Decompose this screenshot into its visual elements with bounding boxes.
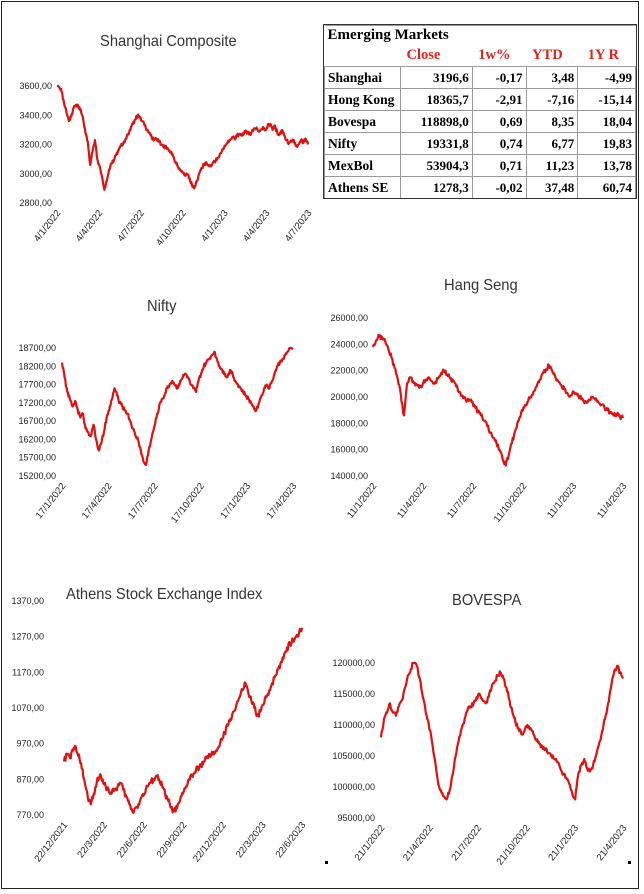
row-1yr: 18,04 <box>577 110 636 133</box>
y-tick-label: 15700,00 <box>18 453 56 463</box>
table-title: Emerging Markets <box>324 25 636 45</box>
y-tick-label: 15200,00 <box>18 471 56 481</box>
table-row: Bovespa 118898,0 0,69 8,35 18,04 <box>324 110 636 133</box>
y-tick-label: 1370,00 <box>11 596 44 606</box>
row-name: MexBol <box>324 154 401 177</box>
y-tick-label: 1070,00 <box>11 703 44 713</box>
chart-shanghai: 3600,003400,003200,003000,002800,004/1/2… <box>19 81 314 248</box>
corner-dot <box>325 861 328 864</box>
y-tick-label: 18700,00 <box>18 343 56 353</box>
chart-title-hangseng: Hang Seng <box>444 277 518 294</box>
y-tick-label: 18200,00 <box>18 361 56 371</box>
y-tick-label: 970,00 <box>16 739 44 749</box>
y-tick-label: 120000,00 <box>332 658 375 668</box>
y-tick-label: 95000,00 <box>337 813 375 823</box>
y-tick-label: 3600,00 <box>19 81 52 91</box>
chart-athens: 1370,00 1270,00 1170,00 1070,00 970,00 870,00… <box>11 596 308 864</box>
x-tick-label: 21/7/2022 <box>449 823 484 863</box>
y-tick-label: 22000,00 <box>330 366 368 376</box>
table-header-blank <box>324 45 401 67</box>
y-tick-label: 16200,00 <box>18 434 56 444</box>
row-name: Nifty <box>324 132 401 155</box>
chart-title-nifty: Nifty <box>147 298 177 315</box>
x-tick-label: 21/4/2023 <box>595 823 630 863</box>
table-header-1w: 1w% <box>472 45 527 67</box>
y-tick-label: 16000,00 <box>330 445 368 455</box>
row-name: Athens SE <box>324 176 401 199</box>
y-tick-label: 17200,00 <box>18 398 56 408</box>
y-tick-label: 3000,00 <box>19 169 52 179</box>
row-1yr: 60,74 <box>577 176 636 199</box>
row-ytd: 11,23 <box>525 154 579 177</box>
row-ytd: 6,77 <box>525 132 579 155</box>
row-1w: -0,02 <box>471 176 527 199</box>
table-header-close: Close <box>400 45 473 67</box>
chart-title-shanghai: Shanghai Composite <box>100 33 237 50</box>
chart-nifty: 18700,00 18200,00 17700,00 17200,00 16700,00… <box>18 343 299 525</box>
y-tick-label: 115000,00 <box>333 689 375 699</box>
series-line <box>371 334 625 467</box>
series-line <box>379 661 625 801</box>
row-ytd: -7,16 <box>525 88 579 111</box>
y-tick-label: 14000,00 <box>330 471 368 481</box>
series-line <box>62 627 304 815</box>
y-tick-label: 110000,00 <box>333 720 375 730</box>
chart-title-athens: Athens Stock Exchange Index <box>66 586 263 603</box>
row-1w: 0,69 <box>471 110 527 133</box>
y-tick-label: 105000,00 <box>332 751 375 761</box>
y-tick-label: 770,00 <box>16 810 44 820</box>
table-row: Nifty 19331,8 0,74 6,77 19,83 <box>324 132 636 155</box>
emerging-markets-table: Emerging Markets Close 1w% YTD 1Y R Shan… <box>324 25 636 199</box>
row-close: 1278,3 <box>400 176 473 199</box>
table-row: Athens SE 1278,3 -0,02 37,48 60,74 <box>324 176 636 199</box>
row-close: 3196,6 <box>400 66 473 89</box>
row-1w: -0,17 <box>471 66 527 89</box>
row-ytd: 37,48 <box>525 176 579 199</box>
x-tick-label: 21/1/2023 <box>546 823 581 863</box>
x-tick-label: 21/10/2022 <box>495 823 533 867</box>
table-header-ytd: YTD <box>526 45 578 67</box>
row-name: Bovespa <box>324 110 401 133</box>
corner-dot <box>628 861 631 864</box>
y-tick-label: 1170,00 <box>12 667 44 677</box>
x-tick-label: 21/1/2022 <box>353 823 388 863</box>
row-name: Shanghai <box>324 66 401 89</box>
row-1yr: -15,14 <box>577 88 636 111</box>
x-tick-label: 21/4/2022 <box>401 823 436 863</box>
y-tick-label: 2800,00 <box>19 198 52 208</box>
y-tick-label: 20000,00 <box>330 392 368 402</box>
row-close: 19331,8 <box>400 132 473 155</box>
y-tick-label: 17700,00 <box>18 380 56 390</box>
y-tick-label: 18000,00 <box>330 418 368 428</box>
row-1w: -2,91 <box>471 88 527 111</box>
y-tick-label: 100000,00 <box>332 782 375 792</box>
row-ytd: 8,35 <box>525 110 579 133</box>
series-line <box>60 346 294 467</box>
row-close: 18365,7 <box>400 88 473 111</box>
table-header-1yr: 1Y R <box>577 45 636 67</box>
row-close: 53904,3 <box>400 154 473 177</box>
row-close: 118898,0 <box>400 110 473 133</box>
table-row: Hong Kong 18365,7 -2,91 -7,16 -15,14 <box>324 88 636 111</box>
row-name: Hong Kong <box>324 88 401 111</box>
series-line <box>56 84 310 191</box>
y-tick-label: 3400,00 <box>19 110 52 120</box>
y-tick-label: 26000,00 <box>330 313 368 323</box>
row-1yr: 13,78 <box>577 154 636 177</box>
row-1w: 0,71 <box>471 154 527 177</box>
row-ytd: 3,48 <box>525 66 579 89</box>
table-row: MexBol 53904,3 0,71 11,23 13,78 <box>324 154 636 177</box>
y-tick-label: 3200,00 <box>19 140 52 150</box>
row-1w: 0,74 <box>471 132 527 155</box>
chart-title-bovespa: BOVESPA <box>452 592 522 609</box>
row-1yr: 19,83 <box>577 132 636 155</box>
y-tick-label: 16700,00 <box>18 416 56 426</box>
chart-hangseng: 26000,00 24000,00 22000,00 20000,00 18000,00… <box>330 313 629 525</box>
y-tick-label: 870,00 <box>16 774 44 784</box>
table-row: Shanghai 3196,6 -0,17 3,48 -4,99 <box>324 66 636 89</box>
row-1yr: -4,99 <box>577 66 636 89</box>
y-tick-label: 1270,00 <box>11 632 44 642</box>
y-tick-label: 24000,00 <box>330 339 368 349</box>
